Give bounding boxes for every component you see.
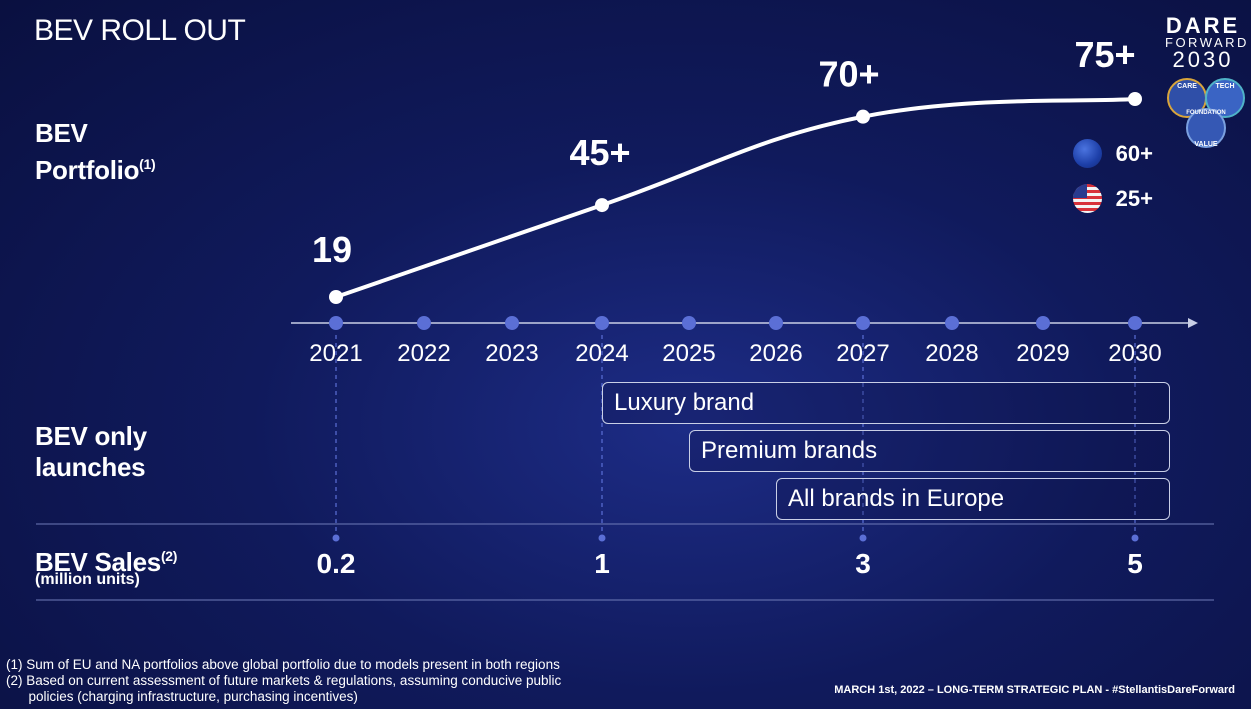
sales-marker-2024 bbox=[598, 534, 606, 542]
year-label-2025: 2025 bbox=[662, 340, 715, 367]
sales-value-2024: 1 bbox=[594, 548, 610, 579]
portfolio-footnote-ref: (1) bbox=[139, 156, 156, 172]
bev-rollout-chart: 2021 2022 2023 2024 2025 2026 2027 2028 2029 2030… bbox=[36, 34, 1214, 601]
sales-marker-2021 bbox=[332, 534, 340, 542]
year-label-2024: 2024 bbox=[575, 340, 628, 367]
launches-label-line2: launches bbox=[35, 452, 146, 482]
data-label-2024: 45+ bbox=[569, 132, 630, 173]
region-row-eu: 60+ bbox=[1072, 139, 1153, 168]
year-label-2029: 2029 bbox=[1016, 340, 1069, 367]
us-flag-icon bbox=[1072, 184, 1102, 213]
axis-tick-2022 bbox=[417, 316, 431, 330]
year-label-2022: 2022 bbox=[397, 340, 450, 367]
portfolio-label-line2: Portfolio bbox=[35, 155, 140, 185]
x-axis-arrow-icon bbox=[1188, 318, 1198, 328]
pillars-badge-icon: CARE TECH FOUNDATION VALUE bbox=[1167, 78, 1245, 148]
svg-text:VALUE: VALUE bbox=[1194, 141, 1218, 148]
launch-pill-2: Premium brands bbox=[689, 430, 1170, 472]
data-point-2027 bbox=[856, 109, 870, 124]
region-value-us: 25+ bbox=[1115, 185, 1153, 211]
axis-tick-2025 bbox=[682, 316, 696, 330]
svg-text:FOUNDATION: FOUNDATION bbox=[1186, 110, 1226, 116]
axis-tick-2021 bbox=[329, 316, 343, 330]
sales-value-2030: 5 bbox=[1127, 548, 1143, 579]
axis-tick-2024 bbox=[595, 316, 609, 330]
svg-text:TECH: TECH bbox=[1215, 83, 1234, 90]
dare-forward-logo: DARE FORWARD 2030 bbox=[1165, 13, 1249, 72]
sales-marker-2027 bbox=[859, 534, 867, 542]
launch-pill-3: All brands in Europe bbox=[776, 478, 1170, 520]
axis-tick-2030 bbox=[1128, 316, 1142, 330]
axis-tick-2026 bbox=[769, 316, 783, 330]
sales-label-text: BEV Sales bbox=[35, 547, 161, 577]
portfolio-label: BEV Portfolio(1) bbox=[35, 118, 156, 186]
axis-tick-2029 bbox=[1036, 316, 1050, 330]
eu-flag-icon bbox=[1072, 139, 1102, 168]
logo-line3: 2030 bbox=[1172, 47, 1234, 72]
data-label-2030: 75+ bbox=[1074, 34, 1135, 75]
year-label-2026: 2026 bbox=[749, 340, 802, 367]
region-value-eu: 60+ bbox=[1115, 140, 1153, 166]
year-label-2027: 2027 bbox=[836, 340, 889, 367]
data-point-2024 bbox=[595, 198, 609, 213]
sales-value-2027: 3 bbox=[855, 548, 871, 579]
region-row-us: 25+ bbox=[1072, 184, 1153, 213]
data-label-2027: 70+ bbox=[818, 54, 879, 95]
axis-tick-2028 bbox=[945, 316, 959, 330]
sales-units-label: (million units) bbox=[35, 571, 140, 588]
footer-text: MARCH 1st, 2022 – LONG-TERM STRATEGIC PL… bbox=[834, 684, 1235, 696]
logo-line1: DARE bbox=[1165, 13, 1241, 38]
launches-label-line1: BEV only bbox=[35, 421, 147, 451]
year-label-2028: 2028 bbox=[925, 340, 978, 367]
page-title: BEV ROLL OUT bbox=[34, 14, 246, 47]
sales-footnote-ref: (2) bbox=[160, 548, 178, 564]
sales-label: BEV Sales(2) bbox=[35, 541, 177, 578]
footnote-3: policies (charging infrastructure, purch… bbox=[6, 689, 358, 704]
section-dividers bbox=[36, 523, 1214, 601]
sales-value-2021: 0.2 bbox=[317, 548, 356, 579]
data-point-2021 bbox=[329, 290, 343, 304]
axis-tick-2023 bbox=[505, 316, 519, 330]
launches-label: BEV only launches bbox=[35, 421, 147, 483]
svg-text:CARE: CARE bbox=[1177, 83, 1197, 90]
footnote-2: (2) Based on current assessment of futur… bbox=[6, 673, 562, 688]
year-label-2023: 2023 bbox=[485, 340, 538, 367]
year-label-2021: 2021 bbox=[309, 340, 362, 367]
portfolio-label-line1: BEV bbox=[35, 118, 88, 148]
logo-line2: FORWARD bbox=[1165, 35, 1249, 50]
data-point-2030 bbox=[1128, 92, 1142, 106]
launch-pill-1: Luxury brand bbox=[602, 382, 1170, 424]
data-label-2021: 19 bbox=[312, 229, 352, 270]
footnote-1: (1) Sum of EU and NA portfolios above gl… bbox=[6, 657, 560, 672]
sales-marker-2030 bbox=[1131, 534, 1139, 542]
axis-tick-2027 bbox=[856, 316, 870, 330]
year-label-2030: 2030 bbox=[1108, 340, 1161, 367]
portfolio-line bbox=[334, 97, 1137, 299]
